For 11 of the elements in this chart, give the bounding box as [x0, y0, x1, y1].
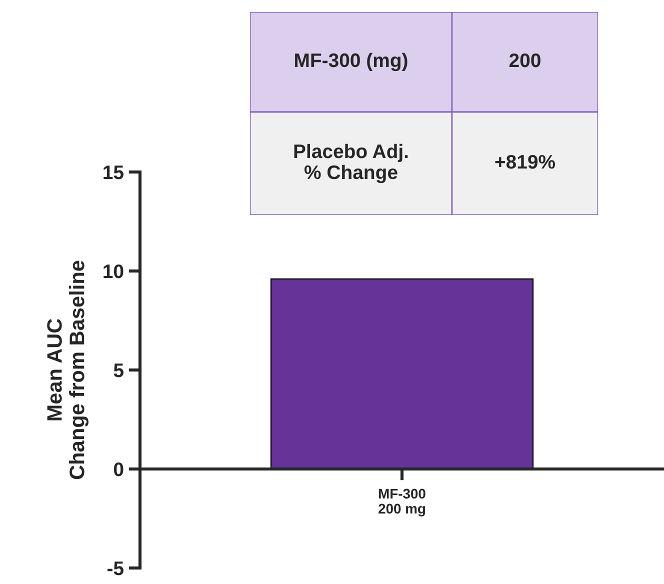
- x-tick-label: MF-300 200 mg: [378, 488, 426, 516]
- y-axis-title: Mean AUC Change from Baseline: [47, 260, 89, 480]
- text: +819%: [495, 154, 556, 169]
- y-tick-label: 5: [114, 364, 124, 378]
- y-tick-label: 10: [104, 264, 124, 278]
- y-tick-label: 0: [114, 462, 124, 476]
- y-tick-label: -5: [108, 562, 124, 576]
- text: 200: [509, 53, 540, 68]
- y-tick-label: 15: [104, 166, 124, 180]
- text: MF-300 (mg): [295, 52, 408, 72]
- annotation: Placebo Adj. % Change: [294, 144, 408, 184]
